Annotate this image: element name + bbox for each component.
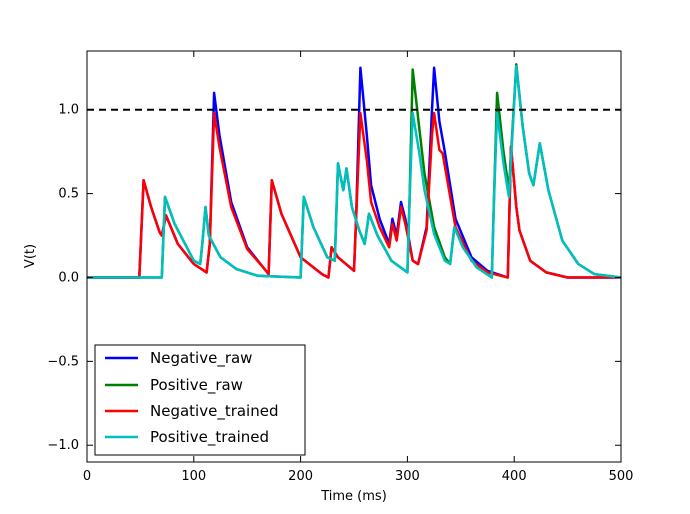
x-tick-label: 300 (395, 469, 420, 484)
legend-label-positive-raw: Positive_raw (150, 376, 243, 395)
x-tick-label: 0 (83, 469, 91, 484)
legend-label-negative-raw: Negative_raw (150, 349, 252, 368)
series-line-positive-trained (87, 64, 621, 279)
legend-label-positive-trained: Positive_trained (150, 428, 269, 447)
legend: Negative_raw Positive_raw Negative_train… (94, 344, 306, 456)
x-tick-label: 500 (609, 469, 634, 484)
series-line-negative-trained (87, 111, 621, 279)
y-tick-label: 0.5 (58, 187, 79, 202)
x-tick-label: 400 (502, 469, 527, 484)
plot-frame (86, 50, 622, 463)
x-axis-label: Time (ms) (320, 489, 387, 504)
y-axis-label: V(t) (23, 244, 38, 268)
x-tick-label: 100 (181, 469, 206, 484)
y-tick-label: 1.0 (58, 103, 79, 118)
x-tick-label: 200 (288, 469, 313, 484)
y-tick-label: 0.0 (58, 270, 79, 285)
y-tick-label: −1.0 (47, 438, 79, 453)
legend-label-negative-trained: Negative_trained (150, 402, 278, 421)
y-tick-label: −0.5 (47, 354, 79, 369)
series-layer (87, 63, 621, 279)
tick-layer: 0 100 200 300 400 500 −1.0 −0.5 0.0 0.5 1.0 (47, 51, 633, 484)
